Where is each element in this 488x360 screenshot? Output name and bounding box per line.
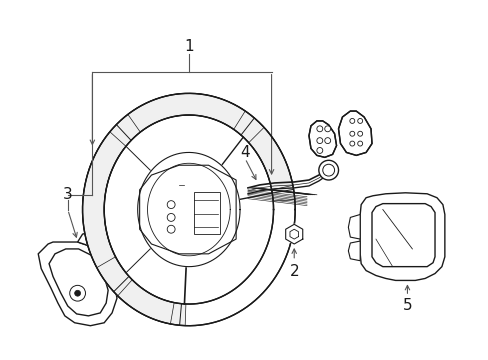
Text: 1: 1	[183, 39, 193, 54]
Circle shape	[349, 131, 354, 136]
Text: 2: 2	[289, 264, 299, 279]
Circle shape	[316, 138, 322, 144]
Circle shape	[349, 118, 354, 123]
Polygon shape	[193, 192, 220, 234]
Circle shape	[357, 131, 362, 136]
Text: 5: 5	[402, 298, 411, 313]
Polygon shape	[82, 132, 126, 267]
Text: 3: 3	[63, 187, 73, 202]
Circle shape	[167, 225, 175, 233]
Circle shape	[318, 160, 338, 180]
Polygon shape	[138, 152, 240, 267]
Polygon shape	[128, 93, 244, 132]
Circle shape	[316, 148, 322, 153]
Polygon shape	[82, 93, 294, 326]
Circle shape	[316, 126, 322, 132]
Polygon shape	[347, 215, 360, 239]
Circle shape	[324, 138, 330, 144]
Circle shape	[322, 164, 334, 176]
Circle shape	[357, 141, 362, 146]
Circle shape	[167, 213, 175, 221]
Polygon shape	[104, 146, 169, 273]
Polygon shape	[118, 280, 174, 324]
Circle shape	[167, 201, 175, 208]
Polygon shape	[347, 241, 360, 261]
Polygon shape	[338, 111, 371, 156]
Polygon shape	[38, 242, 117, 326]
Polygon shape	[78, 231, 107, 257]
Circle shape	[324, 126, 330, 132]
Polygon shape	[360, 193, 444, 280]
Circle shape	[357, 118, 362, 123]
Polygon shape	[285, 224, 302, 244]
Circle shape	[75, 290, 81, 296]
Polygon shape	[248, 127, 292, 190]
Polygon shape	[308, 121, 336, 157]
Polygon shape	[140, 165, 236, 254]
Circle shape	[70, 285, 85, 301]
Text: 4: 4	[240, 145, 249, 160]
Circle shape	[349, 141, 354, 146]
Polygon shape	[82, 93, 295, 326]
